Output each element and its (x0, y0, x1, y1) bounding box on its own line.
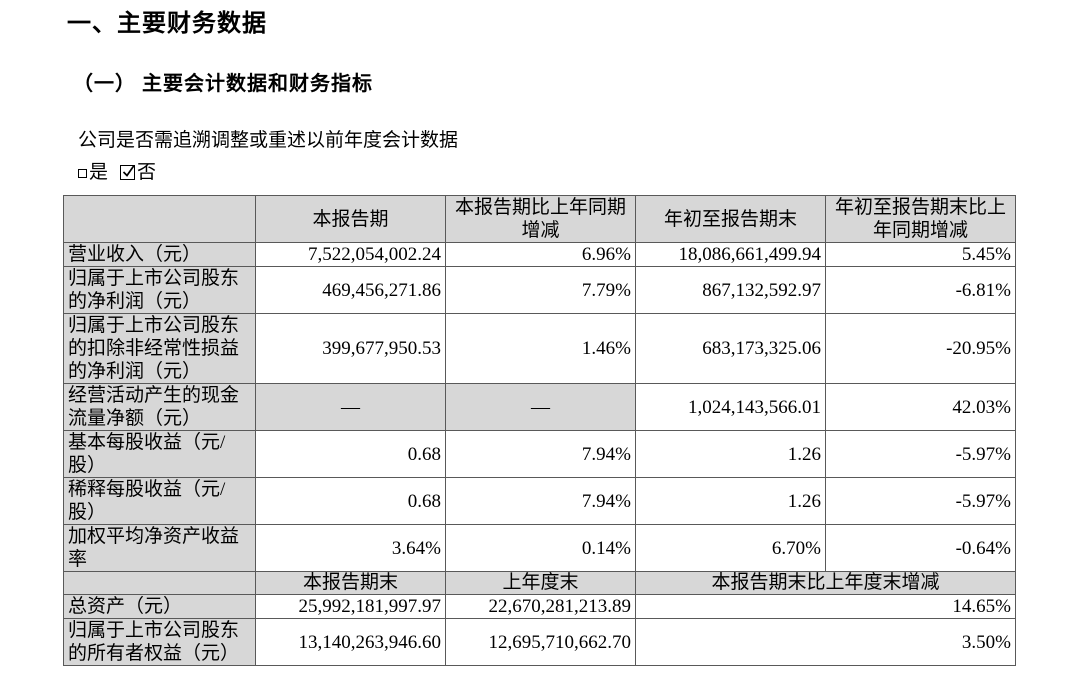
row-label: 归属于上市公司股东的扣除非经常性损益的净利润（元） (63, 313, 256, 384)
table-cell: 399,677,950.53 (255, 313, 446, 384)
corner-header-cell (63, 571, 256, 595)
table-cell: 7.94% (445, 430, 636, 478)
table-row-net-profit-excl-nonrecurring: 归属于上市公司股东的扣除非经常性损益的净利润（元） 399,677,950.53… (63, 313, 1016, 384)
checkbox-line: 是 否 (78, 161, 1017, 184)
document-page: 一、主要财务数据 （一） 主要会计数据和财务指标 公司是否需追溯调整或重述以前年… (63, 11, 1017, 666)
table-row-total-assets: 总资产（元） 25,992,181,997.97 22,670,281,213.… (63, 594, 1016, 619)
table-cell: 25,992,181,997.97 (255, 594, 446, 619)
table-cell: 1,024,143,566.01 (635, 383, 826, 431)
restatement-question-text: 公司是否需追溯调整或重述以前年度会计数据 (78, 130, 459, 151)
col-header-ytd: 年初至报告期末 (635, 195, 826, 243)
table-cell: 7,522,054,002.24 (255, 242, 446, 267)
col-header-current-period: 本报告期 (255, 195, 446, 243)
row-label: 归属于上市公司股东的所有者权益（元） (63, 618, 256, 666)
col-header-period-end-change: 本报告期末比上年度末增减 (635, 571, 1016, 595)
checkbox-yes-label: 是 (89, 162, 109, 183)
col-header-yoy-change: 本报告期比上年同期增减 (445, 195, 636, 243)
table-cell: 22,670,281,213.89 (445, 594, 636, 619)
table-cell: 469,456,271.86 (255, 266, 446, 314)
table-cell-empty-dash: — (255, 383, 446, 431)
table-cell: 1.46% (445, 313, 636, 384)
table-row-shareholders-equity: 归属于上市公司股东的所有者权益（元） 13,140,263,946.60 12,… (63, 618, 1016, 666)
section-title: 一、主要财务数据 (67, 11, 267, 37)
table-cell: 1.26 (635, 430, 826, 478)
table-cell-empty-dash: — (445, 383, 636, 431)
table-row-weighted-avg-roe: 加权平均净资产收益率 3.64% 0.14% 6.70% -0.64% (63, 524, 1016, 572)
table-cell: 5.45% (825, 242, 1016, 267)
table-cell: 7.94% (445, 477, 636, 525)
table-row-diluted-eps: 稀释每股收益（元/股） 0.68 7.94% 1.26 -5.97% (63, 477, 1016, 525)
table-cell: 0.68 (255, 477, 446, 525)
table-row-operating-cash-flow: 经营活动产生的现金流量净额（元） — — 1,024,143,566.01 42… (63, 383, 1016, 431)
col-header-ytd-yoy-change: 年初至报告期末比上年同期增减 (825, 195, 1016, 243)
row-label: 稀释每股收益（元/股） (63, 477, 256, 525)
checkbox-no-label: 否 (137, 162, 157, 183)
row-label: 营业收入（元） (63, 242, 256, 267)
table-row-revenue: 营业收入（元） 7,522,054,002.24 6.96% 18,086,66… (63, 242, 1016, 267)
table-subheader-row: 本报告期末 上年度末 本报告期末比上年度末增减 (63, 571, 1016, 595)
corner-header-cell (63, 195, 256, 243)
col-header-period-end: 本报告期末 (255, 571, 446, 595)
financial-data-table: 本报告期 本报告期比上年同期增减 年初至报告期末 年初至报告期末比上年同期增减 … (63, 195, 1016, 666)
table-header-row: 本报告期 本报告期比上年同期增减 年初至报告期末 年初至报告期末比上年同期增减 (63, 195, 1016, 243)
checkbox-checked-icon (120, 165, 136, 180)
subsection-title: （一） 主要会计数据和财务指标 (73, 73, 373, 95)
col-header-prev-year-end: 上年度末 (445, 571, 636, 595)
row-label: 经营活动产生的现金流量净额（元） (63, 383, 256, 431)
table-row-net-profit: 归属于上市公司股东的净利润（元） 469,456,271.86 7.79% 86… (63, 266, 1016, 314)
row-label: 基本每股收益（元/股） (63, 430, 256, 478)
table-cell: 42.03% (825, 383, 1016, 431)
table-cell: 0.14% (445, 524, 636, 572)
table-cell: 14.65% (635, 594, 1016, 619)
table-cell: -5.97% (825, 430, 1016, 478)
table-cell: 0.68 (255, 430, 446, 478)
table-cell: 6.70% (635, 524, 826, 572)
checkbox-unchecked-icon (78, 169, 87, 178)
table-cell: 18,086,661,499.94 (635, 242, 826, 267)
table-cell: 3.64% (255, 524, 446, 572)
table-cell: 683,173,325.06 (635, 313, 826, 384)
table-cell: 13,140,263,946.60 (255, 618, 446, 666)
table-cell: 12,695,710,662.70 (445, 618, 636, 666)
table-cell: -5.97% (825, 477, 1016, 525)
table-cell: -6.81% (825, 266, 1016, 314)
row-label: 归属于上市公司股东的净利润（元） (63, 266, 256, 314)
table-row-basic-eps: 基本每股收益（元/股） 0.68 7.94% 1.26 -5.97% (63, 430, 1016, 478)
table-cell: -0.64% (825, 524, 1016, 572)
row-label: 加权平均净资产收益率 (63, 524, 256, 572)
table-cell: 6.96% (445, 242, 636, 267)
table-cell: 7.79% (445, 266, 636, 314)
row-label: 总资产（元） (63, 594, 256, 619)
table-cell: 3.50% (635, 618, 1016, 666)
table-cell: 867,132,592.97 (635, 266, 826, 314)
table-cell: 1.26 (635, 477, 826, 525)
table-cell: -20.95% (825, 313, 1016, 384)
